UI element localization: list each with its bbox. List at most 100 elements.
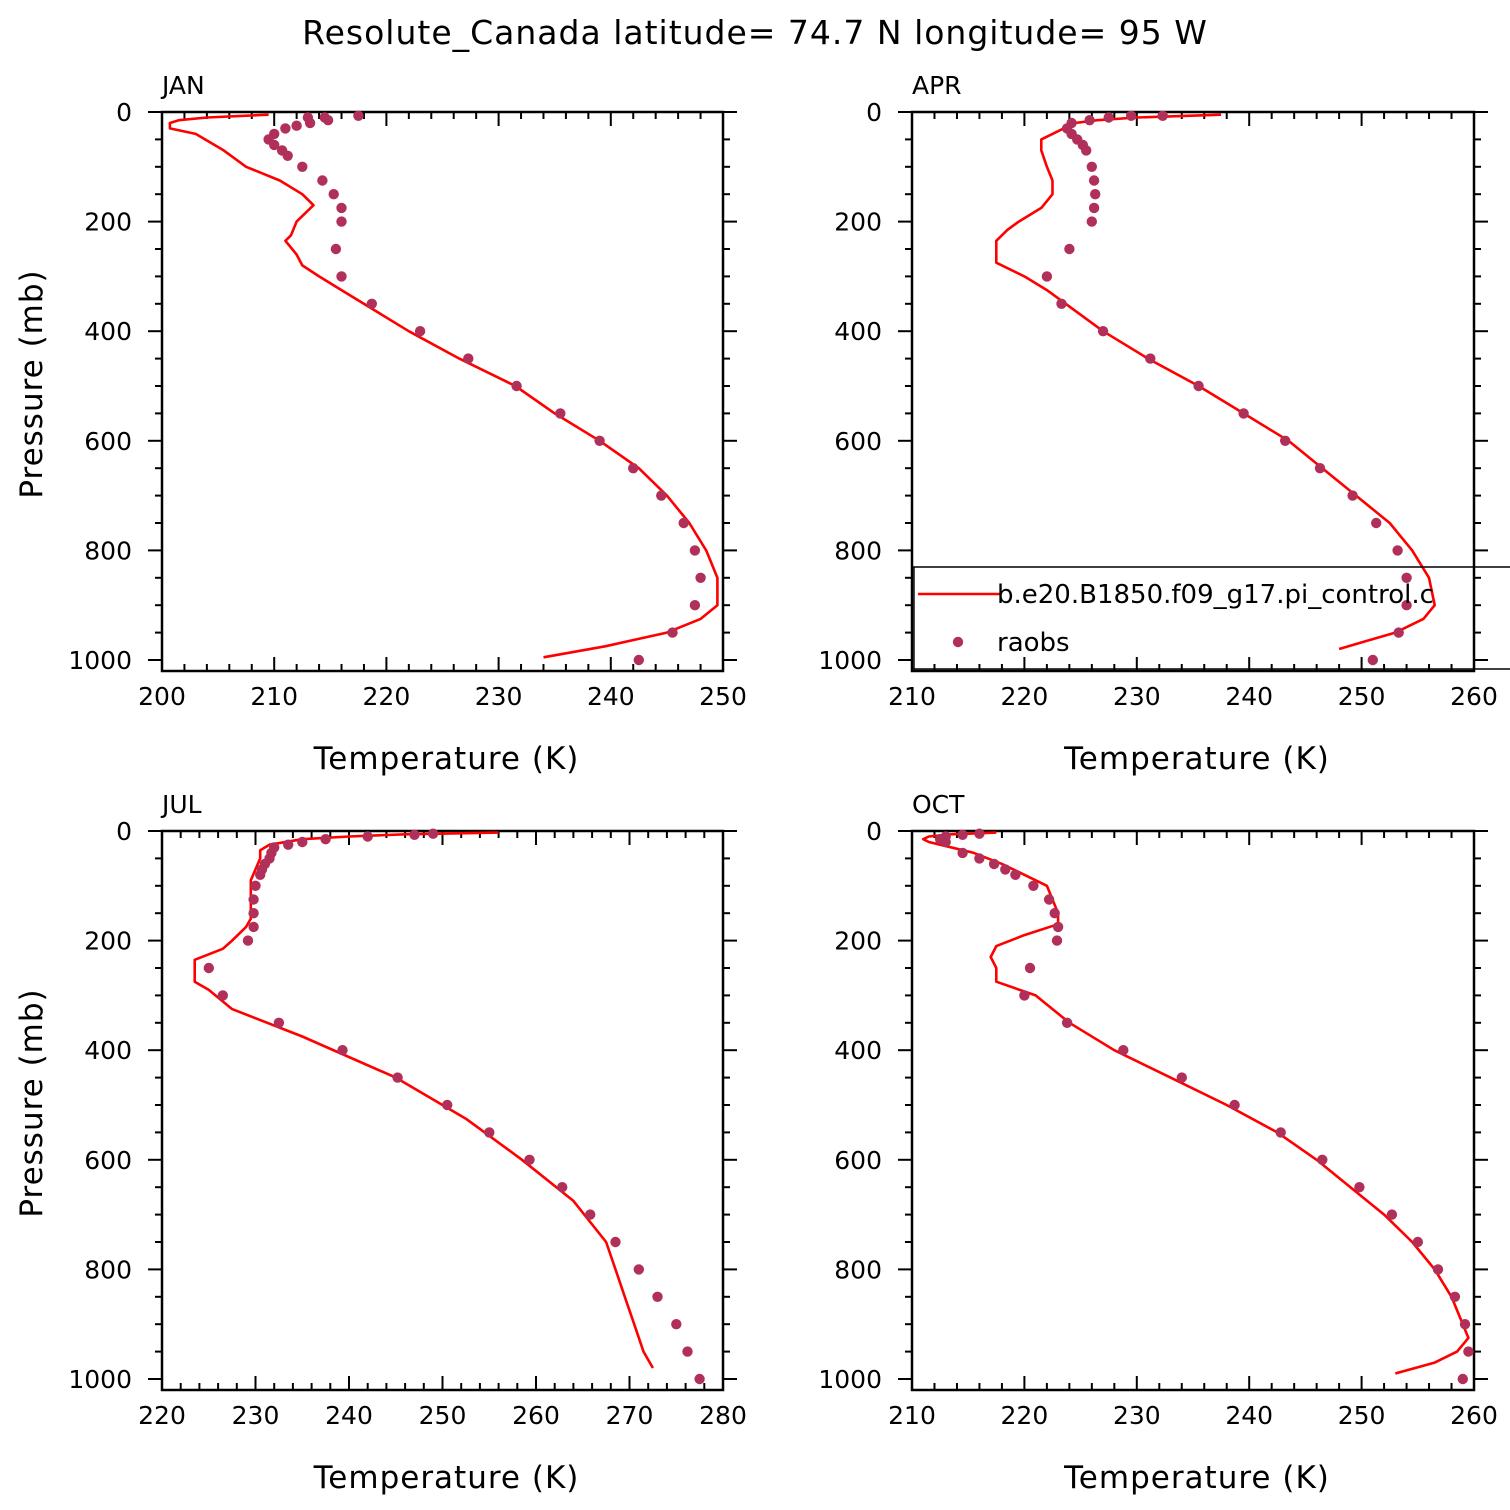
raobs-point <box>524 1154 535 1166</box>
raobs-point <box>628 463 639 474</box>
raobs-point <box>269 139 280 151</box>
raobs-point <box>988 858 1000 870</box>
panel-label: JAN <box>160 71 205 100</box>
raobs-point <box>1118 1045 1129 1056</box>
x-axis-label: Temperature (K) <box>1063 741 1330 777</box>
raobs-point <box>1463 1346 1474 1357</box>
y-tick-label: 800 <box>834 536 882 565</box>
raobs-point <box>652 1291 663 1303</box>
x-tick-label: 250 <box>419 1401 467 1430</box>
raobs-point <box>336 216 347 227</box>
plot-area <box>995 110 1436 666</box>
raobs-point <box>414 326 426 337</box>
raobs-point <box>656 490 667 501</box>
x-tick-label: 250 <box>699 682 747 711</box>
y-tick-label: 800 <box>84 1255 132 1284</box>
raobs-point <box>1280 435 1291 446</box>
raobs-point <box>689 600 701 611</box>
raobs-point <box>1126 110 1137 122</box>
raobs-point <box>250 880 261 891</box>
y-tick-label: 200 <box>84 208 132 237</box>
raobs-point <box>273 1017 285 1028</box>
raobs-point <box>1041 271 1053 282</box>
x-tick-label: 240 <box>325 1401 373 1430</box>
x-tick-label: 260 <box>512 1401 560 1430</box>
raobs-point <box>317 175 328 186</box>
panel-apr: APR 210 220 230 240 250 260 0 200 400 600 800 1000 Te… <box>818 71 1497 777</box>
raobs-point <box>1401 572 1412 583</box>
raobs-point <box>1010 869 1021 880</box>
raobs-point <box>1090 189 1101 200</box>
raobs-point <box>255 869 266 880</box>
x-tick-label: 230 <box>1113 682 1161 711</box>
raobs-point <box>1193 380 1204 392</box>
raobs-point <box>1314 463 1326 474</box>
x-tick-label: 280 <box>699 1401 747 1430</box>
y-tick-label: 0 <box>866 98 882 127</box>
raobs-point <box>1088 175 1100 186</box>
raobs-point <box>1145 353 1156 364</box>
x-tick-label: 230 <box>232 1401 280 1430</box>
raobs-point <box>1086 161 1098 172</box>
y-tick-label: 600 <box>84 1146 132 1175</box>
x-tick-label: 240 <box>1225 682 1273 711</box>
x-tick-label: 230 <box>475 682 523 711</box>
panel-oct: OCT 210 220 230 240 250 260 0 200 400 600 800 1000 Te… <box>818 790 1497 1496</box>
panel-label: APR <box>912 71 962 100</box>
raobs-point <box>1367 654 1379 666</box>
raobs-point <box>248 908 259 919</box>
raobs-point <box>1229 1099 1240 1111</box>
raobs-point <box>689 545 701 556</box>
raobs-point <box>1051 935 1063 946</box>
raobs-point <box>248 894 259 905</box>
y-tick-label: 0 <box>116 98 132 127</box>
raobs-point <box>974 828 985 839</box>
y-tick-label: 400 <box>834 1036 882 1065</box>
x-tick-label: 220 <box>1001 682 1049 711</box>
x-axis-label: Temperature (K) <box>313 741 580 777</box>
panels: JAN 200 210 220 230 240 250 0 200 400 600 800 1000 Te… <box>14 71 1510 1496</box>
y-tick-label: 400 <box>834 317 882 346</box>
raobs-point <box>555 408 566 419</box>
y-tick-label: 200 <box>84 927 132 956</box>
raobs-point <box>337 1045 348 1056</box>
raobs-point <box>322 115 334 126</box>
x-tick-label: 210 <box>888 1401 936 1430</box>
raobs-point <box>671 1319 682 1330</box>
y-tick-label: 200 <box>834 208 882 237</box>
raobs-point <box>678 517 689 529</box>
raobs-point <box>633 654 644 666</box>
raobs-point <box>682 1346 693 1357</box>
legend-entry-label: raobs <box>997 628 1070 658</box>
y-tick-label: 800 <box>84 536 132 565</box>
raobs-point <box>282 150 293 161</box>
raobs-point <box>1176 1072 1188 1083</box>
x-tick-label: 240 <box>587 682 635 711</box>
x-tick-label: 200 <box>138 682 186 711</box>
x-tick-label: 220 <box>363 682 411 711</box>
raobs-point <box>203 962 214 974</box>
y-tick-label: 600 <box>84 427 132 456</box>
y-tick-label: 600 <box>834 1146 882 1175</box>
raobs-point <box>362 831 373 842</box>
panel-label: JUL <box>160 790 202 819</box>
raobs-point <box>585 1209 596 1220</box>
raobs-point <box>1024 962 1036 974</box>
raobs-point <box>463 353 474 364</box>
y-tick-label: 600 <box>834 427 882 456</box>
raobs-point <box>1061 1017 1073 1028</box>
raobs-point <box>427 828 439 839</box>
raobs-point <box>1354 1182 1365 1193</box>
x-axis-label: Temperature (K) <box>313 1460 580 1496</box>
plot-frame <box>160 110 725 673</box>
raobs-point <box>1043 894 1055 905</box>
raobs-point <box>336 271 347 282</box>
raobs-point <box>297 161 308 172</box>
raobs-point <box>283 839 294 850</box>
raobs-point <box>1049 908 1060 919</box>
x-tick-label: 260 <box>1450 1401 1498 1430</box>
raobs-point <box>633 1264 644 1275</box>
raobs-point <box>1459 1319 1471 1330</box>
plot-frame <box>910 829 1476 1392</box>
y-tick-label: 1000 <box>818 1365 882 1394</box>
